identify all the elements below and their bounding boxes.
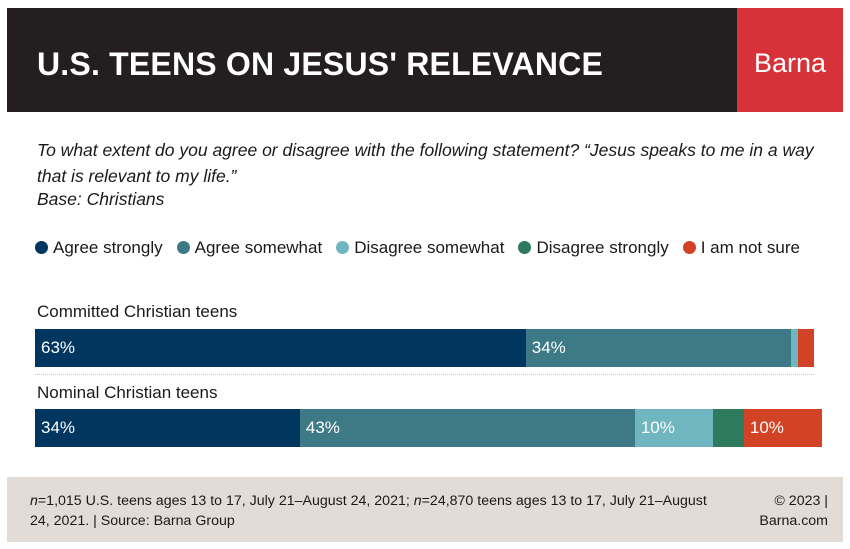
legend-item: Agree somewhat <box>176 238 323 257</box>
legend-dot-icon <box>176 241 190 254</box>
bar-segment <box>790 329 799 367</box>
legend-item: I am not sure <box>682 238 800 257</box>
bar-segment: 10% <box>634 409 713 447</box>
row-divider <box>35 374 814 375</box>
legend-item: Disagree strongly <box>518 238 669 257</box>
legend-dot-icon <box>35 241 48 254</box>
bar-committed: 63% 34% <box>35 329 814 367</box>
legend-item: Agree strongly <box>35 238 163 257</box>
sample-note-part1: =1,015 U.S. teens ages 13 to 17, July 21… <box>37 493 414 509</box>
legend-label: Agree somewhat <box>194 238 323 257</box>
legend-dot-icon <box>336 241 350 254</box>
bar-segment <box>712 409 744 447</box>
legend-dot-icon <box>682 241 696 254</box>
survey-question: To what extent do you agree or disagree … <box>37 140 814 186</box>
legend-label: Agree strongly <box>53 238 163 257</box>
brand-logo: Barna <box>753 48 827 78</box>
legend: Agree strongly Agree somewhat Disagree som… <box>35 235 825 261</box>
survey-base: Base: Christians <box>37 189 165 209</box>
data-label: 10% <box>749 418 784 437</box>
footer-credit: © 2023 | Barna.com <box>759 491 828 531</box>
bar-segment <box>798 329 814 367</box>
legend-label: I am not sure <box>700 238 800 257</box>
sample-note: n=1,015 U.S. teens ages 13 to 17, July 2… <box>30 491 730 531</box>
group-label-committed: Committed Christian teens <box>37 302 238 321</box>
bar-segment: 63% <box>35 329 526 367</box>
bar-segment: 43% <box>299 409 635 447</box>
data-label: 34% <box>531 338 566 357</box>
brand-box: Barna <box>737 8 843 112</box>
bar-segment: 10% <box>743 409 822 447</box>
website-link[interactable]: Barna.com <box>759 513 828 529</box>
n-symbol: n <box>413 493 422 509</box>
copyright: © 2023 | <box>774 493 828 509</box>
data-label: 10% <box>640 418 675 437</box>
legend-dot-icon <box>518 241 532 254</box>
legend-label: Disagree strongly <box>536 238 669 257</box>
bar-nominal: 34% 43% 10% 10% <box>35 409 822 447</box>
legend-item: Disagree somewhat <box>336 238 504 257</box>
data-label: 43% <box>305 418 340 437</box>
legend-label: Disagree somewhat <box>354 238 505 257</box>
n-symbol: n <box>30 493 38 509</box>
bar-segment: 34% <box>35 409 300 447</box>
bar-segment: 34% <box>525 329 791 367</box>
data-label: 34% <box>41 418 76 437</box>
data-label: 63% <box>41 338 76 357</box>
header-banner: U.S. TEENS ON JESUS' RELEVANCE Barna <box>7 8 843 112</box>
chart-title: U.S. TEENS ON JESUS' RELEVANCE <box>37 46 604 82</box>
footer: n=1,015 U.S. teens ages 13 to 17, July 2… <box>7 477 843 542</box>
sample-note-part2: =24,870 teens ages 13 to 17, July 21–Aug… <box>30 493 707 529</box>
group-label-nominal: Nominal Christian teens <box>37 383 218 402</box>
